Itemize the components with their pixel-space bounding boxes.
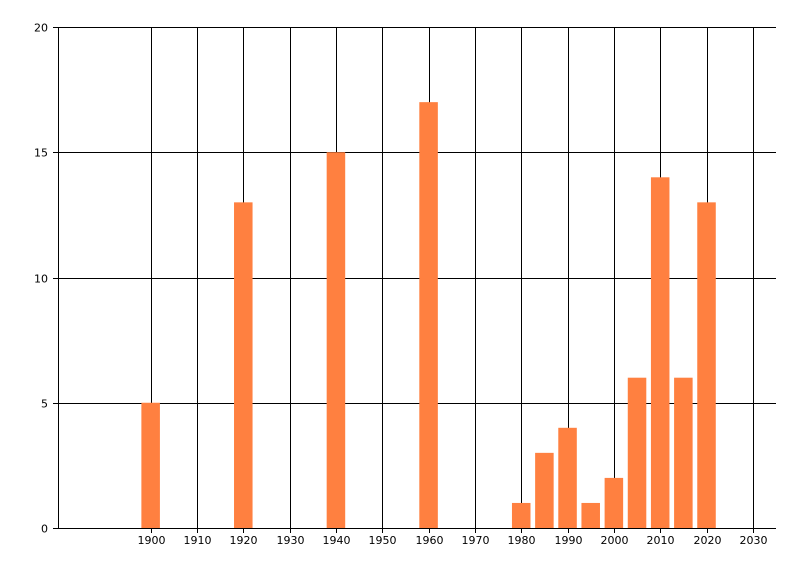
x-tick-label: 1970: [462, 534, 490, 547]
bar: [674, 377, 693, 528]
x-tick-label: 1950: [369, 534, 397, 547]
x-tick-label: 1910: [184, 534, 212, 547]
x-tick-label: 2030: [740, 534, 768, 547]
y-tick-label: 0: [41, 523, 48, 536]
bar: [419, 102, 438, 529]
x-tick-label: 2010: [647, 534, 675, 547]
tick-labels: 1900 1910 1920 1930 1940 1950 1960 1970 1980 1990…: [34, 22, 768, 548]
bar: [697, 202, 716, 528]
x-tick-label: 1940: [323, 534, 351, 547]
bar: [558, 427, 577, 528]
bar: [511, 502, 531, 528]
y-tick-label: 10: [34, 273, 48, 286]
x-tick-label: 1930: [277, 534, 305, 547]
x-tick-label: 2020: [694, 534, 722, 547]
x-tick-label: 1990: [555, 534, 583, 547]
x-tick-label: 1960: [416, 534, 444, 547]
bar: [627, 377, 647, 528]
x-tick-label: 1920: [230, 534, 258, 547]
x-tick-label: 1980: [508, 534, 536, 547]
x-tick-label: 2000: [601, 534, 629, 547]
y-tick-label: 20: [34, 22, 48, 35]
bars: [141, 102, 716, 529]
bar: [581, 502, 600, 528]
bar: [604, 477, 624, 528]
bar: [234, 202, 253, 528]
y-tick-label: 5: [41, 398, 48, 411]
axes: [58, 27, 776, 529]
bar: [141, 402, 160, 528]
bar: [535, 452, 554, 528]
bar: [650, 177, 670, 529]
y-tick-label: 15: [34, 147, 48, 160]
x-tick-label: 1900: [138, 534, 166, 547]
bar: [326, 152, 346, 528]
